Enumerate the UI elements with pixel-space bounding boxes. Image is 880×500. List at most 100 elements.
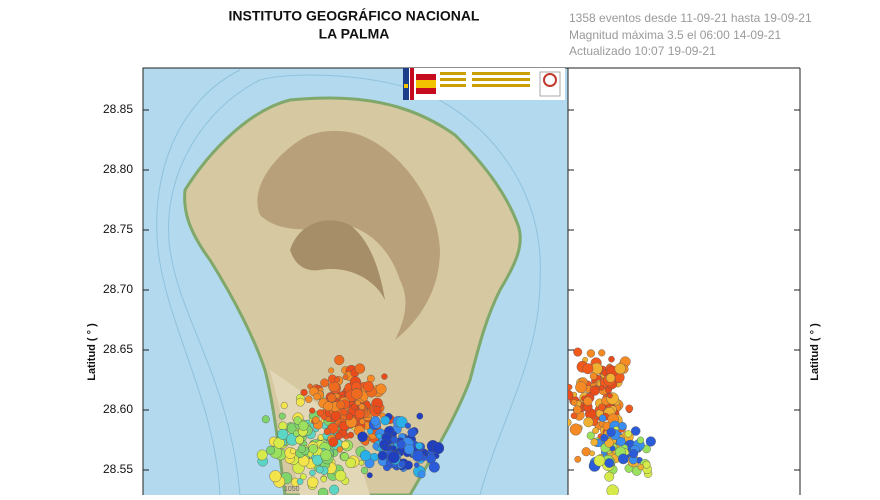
event-marker — [605, 373, 616, 383]
event-marker — [403, 444, 415, 455]
event-marker — [581, 447, 591, 457]
event-marker — [323, 401, 334, 412]
event-marker — [278, 412, 286, 420]
event-marker — [261, 415, 270, 424]
event-marker — [366, 472, 373, 479]
event-marker — [636, 436, 645, 444]
event-marker — [396, 439, 406, 449]
event-marker — [351, 403, 358, 410]
event-marker — [351, 388, 363, 400]
event-marker — [354, 363, 366, 374]
event-marker — [334, 432, 343, 440]
logo — [403, 68, 565, 100]
event-marker — [373, 406, 382, 414]
event-marker — [304, 395, 313, 403]
event-marker — [598, 414, 607, 422]
event-marker — [334, 376, 340, 383]
event-marker — [354, 409, 365, 420]
event-marker — [327, 393, 337, 403]
event-marker — [570, 399, 578, 406]
event-marker — [391, 431, 397, 437]
y-tick-label: 28.55 — [103, 462, 133, 476]
event-marker — [269, 470, 282, 483]
event-marker — [315, 465, 324, 474]
event-marker — [328, 367, 335, 374]
event-marker — [614, 363, 626, 375]
event-marker — [417, 470, 426, 479]
title: INSTITUTO GEOGRÁFICO NACIONAL — [229, 8, 480, 24]
event-marker — [280, 401, 288, 409]
event-marker — [377, 450, 388, 461]
event-marker — [325, 416, 332, 422]
event-marker — [313, 392, 321, 401]
event-marker — [320, 449, 332, 461]
info-line: Actualizado 10:07 19-09-21 — [569, 44, 716, 58]
event-marker — [336, 400, 346, 410]
event-marker — [296, 397, 305, 407]
event-marker — [370, 416, 381, 426]
event-marker — [309, 407, 316, 414]
event-marker — [642, 460, 651, 469]
event-marker — [341, 440, 350, 450]
caldera-rim — [257, 130, 440, 340]
event-marker — [575, 381, 587, 394]
event-marker — [592, 427, 599, 435]
event-marker — [320, 378, 329, 388]
event-marker — [630, 426, 641, 436]
event-marker — [317, 487, 329, 495]
event-marker — [412, 450, 424, 462]
event-marker — [334, 470, 347, 482]
event-marker — [342, 374, 349, 380]
event-marker — [589, 385, 600, 396]
event-marker — [312, 416, 320, 424]
event-marker — [573, 347, 583, 357]
event-marker — [404, 422, 411, 429]
event-marker — [293, 416, 302, 425]
map: 1050 — [143, 68, 568, 495]
y-tick-label: 28.85 — [103, 102, 133, 116]
event-marker — [600, 433, 609, 442]
event-marker — [307, 476, 319, 488]
event-marker — [295, 435, 304, 445]
event-marker — [328, 437, 339, 447]
event-marker — [415, 442, 423, 450]
event-marker — [618, 422, 627, 431]
event-marker — [583, 417, 594, 428]
event-marker — [330, 410, 341, 421]
y-tick-label: 28.60 — [103, 402, 133, 416]
event-marker — [357, 431, 368, 443]
event-marker — [375, 433, 382, 440]
event-marker — [391, 445, 397, 451]
event-marker — [568, 384, 573, 391]
caldera — [290, 220, 385, 300]
event-marker — [340, 452, 349, 462]
event-marker — [360, 450, 372, 462]
event-marker — [347, 431, 355, 439]
event-marker — [362, 381, 374, 392]
subtitle: LA PALMA — [319, 26, 390, 42]
event-markers — [568, 347, 656, 495]
event-marker — [372, 443, 379, 450]
event-marker — [407, 427, 417, 438]
event-marker — [625, 404, 634, 413]
event-marker — [572, 405, 582, 415]
event-marker — [277, 428, 289, 440]
y-tick-label: 28.75 — [103, 222, 133, 236]
event-marker — [416, 412, 424, 420]
event-marker — [589, 450, 595, 457]
event-marker — [637, 463, 644, 471]
event-marker — [266, 445, 276, 455]
y-axis-label-right: Latitud ( ° ) — [809, 323, 821, 381]
event-marker — [299, 473, 307, 481]
event-marker — [395, 416, 408, 429]
event-marker — [289, 448, 297, 455]
event-marker — [432, 442, 445, 455]
event-marker — [256, 449, 268, 461]
event-marker — [382, 444, 389, 451]
ticks: 28.85 28.80 28.75 28.70 28.65 28.60 28.55 — [103, 102, 800, 476]
event-marker — [606, 484, 619, 495]
event-marker — [428, 461, 440, 473]
y-tick-label: 28.70 — [103, 282, 133, 296]
event-marker — [358, 460, 365, 466]
